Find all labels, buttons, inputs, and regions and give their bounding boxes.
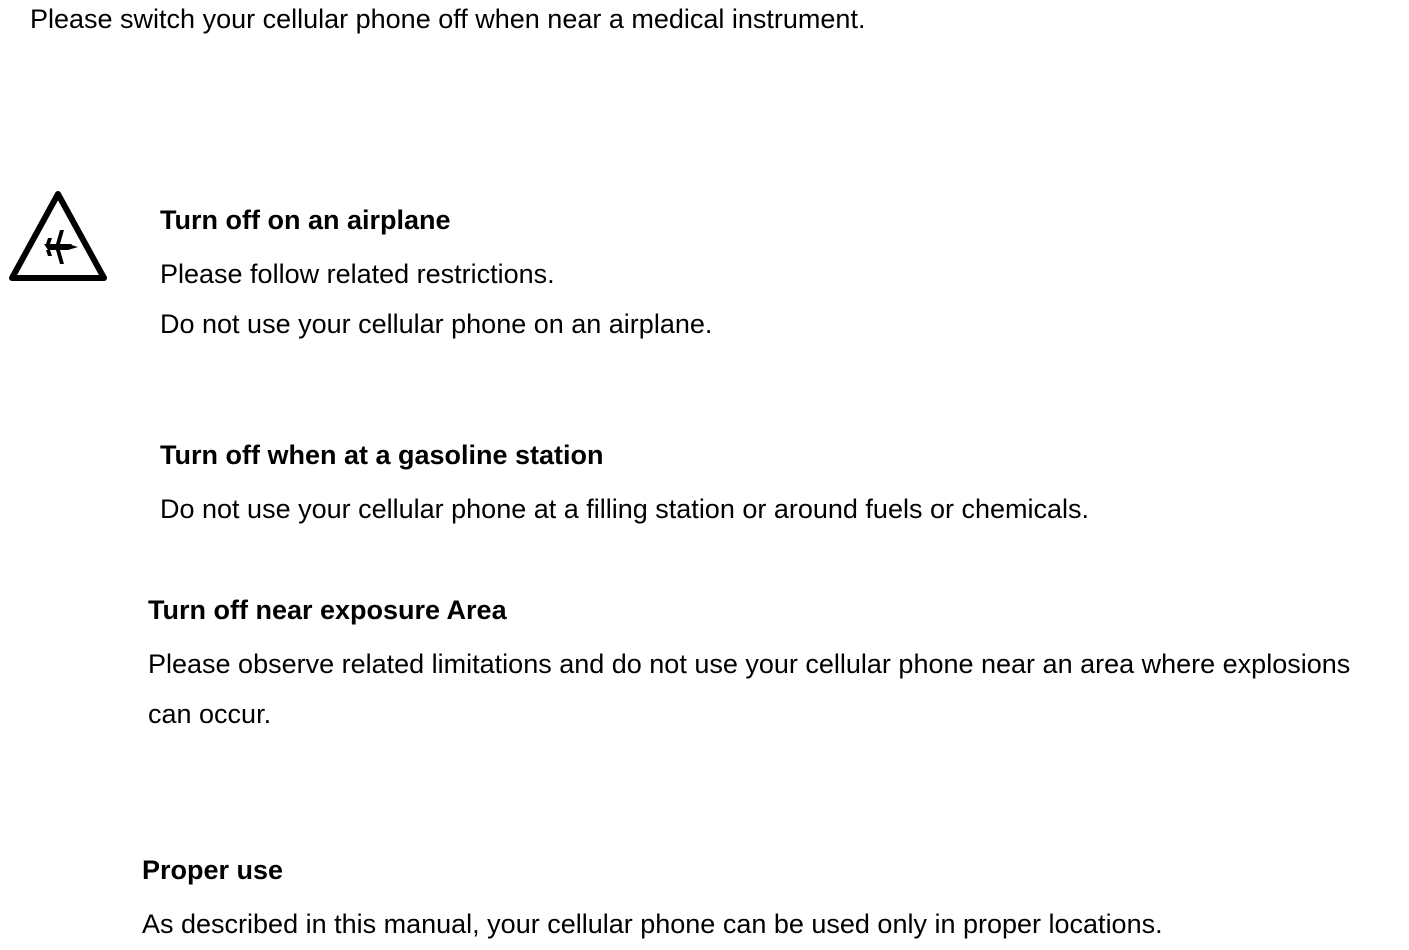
section-proper-use: Proper use As described in this manual, … [142, 855, 1379, 950]
section-body-line: Please follow related restrictions. [160, 250, 1379, 300]
section-body-line: Please observe related limitations and d… [148, 640, 1379, 740]
section-body-line: Do not use your cellular phone at a fill… [160, 485, 1379, 535]
section-body-line: Do not use your cellular phone on an air… [160, 300, 1379, 350]
section-heading: Turn off on an airplane [160, 205, 1379, 236]
section-gasoline: Turn off when at a gasoline station Do n… [160, 440, 1379, 535]
airplane-warning-icon [8, 188, 108, 288]
section-exposure: Turn off near exposure Area Please obser… [148, 595, 1379, 740]
section-heading: Turn off when at a gasoline station [160, 440, 1379, 471]
section-body-line: As described in this manual, your cellul… [142, 900, 1379, 950]
section-heading: Turn off near exposure Area [148, 595, 1379, 626]
section-airplane: Turn off on an airplane Please follow re… [160, 205, 1379, 350]
section-heading: Proper use [142, 855, 1379, 886]
intro-text: Please switch your cellular phone off wh… [30, 2, 1389, 37]
